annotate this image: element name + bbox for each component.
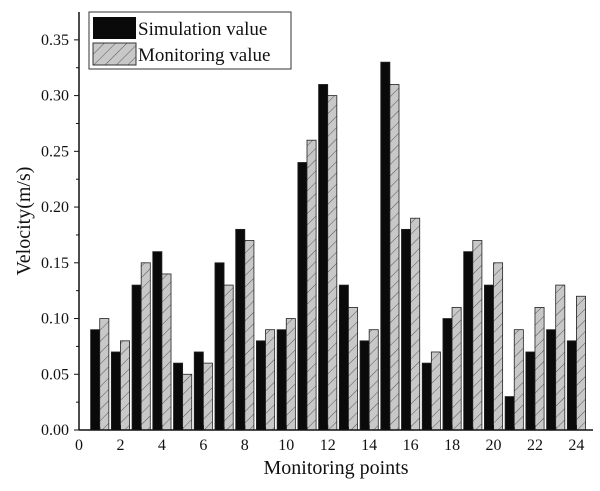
bar-monitoring xyxy=(244,240,255,431)
bar-simulation xyxy=(131,284,142,431)
bar-simulation xyxy=(318,84,329,431)
bar-monitoring xyxy=(555,284,566,431)
x-tick-label: 10 xyxy=(278,437,294,454)
bar-monitoring xyxy=(202,362,213,431)
bar-monitoring xyxy=(265,329,276,431)
x-tick-label: 20 xyxy=(486,437,502,454)
bar-monitoring xyxy=(368,329,379,431)
y-tick-label: 0.30 xyxy=(41,88,69,105)
bar-monitoring xyxy=(99,318,110,431)
bar-monitoring xyxy=(576,295,586,431)
x-axis-label: Monitoring points xyxy=(263,457,408,479)
bar-simulation xyxy=(463,251,474,431)
bar-monitoring xyxy=(306,139,317,431)
y-tick-label: 0.20 xyxy=(41,199,69,216)
y-tick-label: 0.05 xyxy=(41,366,69,383)
x-tick-label: 6 xyxy=(199,437,207,454)
bar-simulation xyxy=(421,362,432,431)
legend-label-simulation: Simulation value xyxy=(138,19,267,40)
x-tick-label: 12 xyxy=(320,437,336,454)
bar-monitoring xyxy=(327,95,338,431)
bar-simulation xyxy=(401,228,412,431)
bar-monitoring xyxy=(513,329,524,431)
y-tick-label: 0.35 xyxy=(41,32,69,49)
x-tick-label: 16 xyxy=(403,437,419,454)
bar-simulation xyxy=(90,329,101,431)
bar-monitoring xyxy=(120,340,130,431)
bar-simulation xyxy=(338,284,349,431)
bar-simulation xyxy=(276,329,287,431)
x-tick-label: 22 xyxy=(527,437,543,454)
legend-label-monitoring: Monitoring value xyxy=(138,45,270,66)
x-tick-label: 14 xyxy=(361,437,377,454)
bar-simulation xyxy=(442,318,453,431)
legend-swatch-simulation xyxy=(93,17,136,39)
bar-simulation xyxy=(566,340,577,431)
bar-simulation xyxy=(359,340,370,431)
bar-monitoring xyxy=(410,217,421,431)
y-tick-label: 0.10 xyxy=(41,311,69,328)
bar-monitoring xyxy=(534,306,545,431)
y-axis-label: Velocity(m/s) xyxy=(13,167,35,276)
bar-simulation xyxy=(173,362,184,431)
x-tick-label: 8 xyxy=(241,437,249,454)
bar-monitoring xyxy=(430,351,441,431)
bar-monitoring xyxy=(223,284,234,431)
y-tick-label: 0.15 xyxy=(41,255,69,272)
bar-monitoring xyxy=(472,240,483,431)
bar-monitoring xyxy=(348,306,358,431)
bar-monitoring xyxy=(285,318,296,431)
legend-swatch-monitoring xyxy=(92,42,137,66)
bar-monitoring xyxy=(493,262,504,431)
bar-simulation xyxy=(483,284,494,431)
bars-group xyxy=(90,61,586,431)
x-tick-label: 2 xyxy=(116,437,124,454)
bar-simulation xyxy=(152,251,163,431)
legend: Simulation value Monitoring value xyxy=(88,11,292,70)
bar-simulation xyxy=(297,162,308,431)
axes-group: 0 2 4 6 8 10 12 14 16 18 20 22 240.000.050.100.150.2… xyxy=(41,12,593,454)
bar-monitoring xyxy=(140,262,151,431)
bar-simulation xyxy=(256,340,266,431)
bar-simulation xyxy=(380,61,391,431)
bar-monitoring xyxy=(182,373,193,431)
bar-simulation xyxy=(504,396,515,431)
x-tick-label: 0 xyxy=(75,437,83,454)
bar-simulation xyxy=(525,351,536,431)
x-tick-label: 4 xyxy=(158,437,166,454)
bar-simulation xyxy=(193,351,204,431)
bar-monitoring xyxy=(389,84,400,431)
y-tick-label: 0.25 xyxy=(41,143,69,160)
bar-simulation xyxy=(235,228,246,431)
x-tick-label: 24 xyxy=(568,437,584,454)
bar-simulation xyxy=(546,329,557,431)
y-tick-label: 0.00 xyxy=(41,422,69,439)
bar-monitoring xyxy=(161,273,172,431)
x-tick-label: 18 xyxy=(444,437,460,454)
bar-simulation xyxy=(214,262,225,431)
bar-simulation xyxy=(110,351,121,431)
bar-monitoring xyxy=(451,306,462,431)
